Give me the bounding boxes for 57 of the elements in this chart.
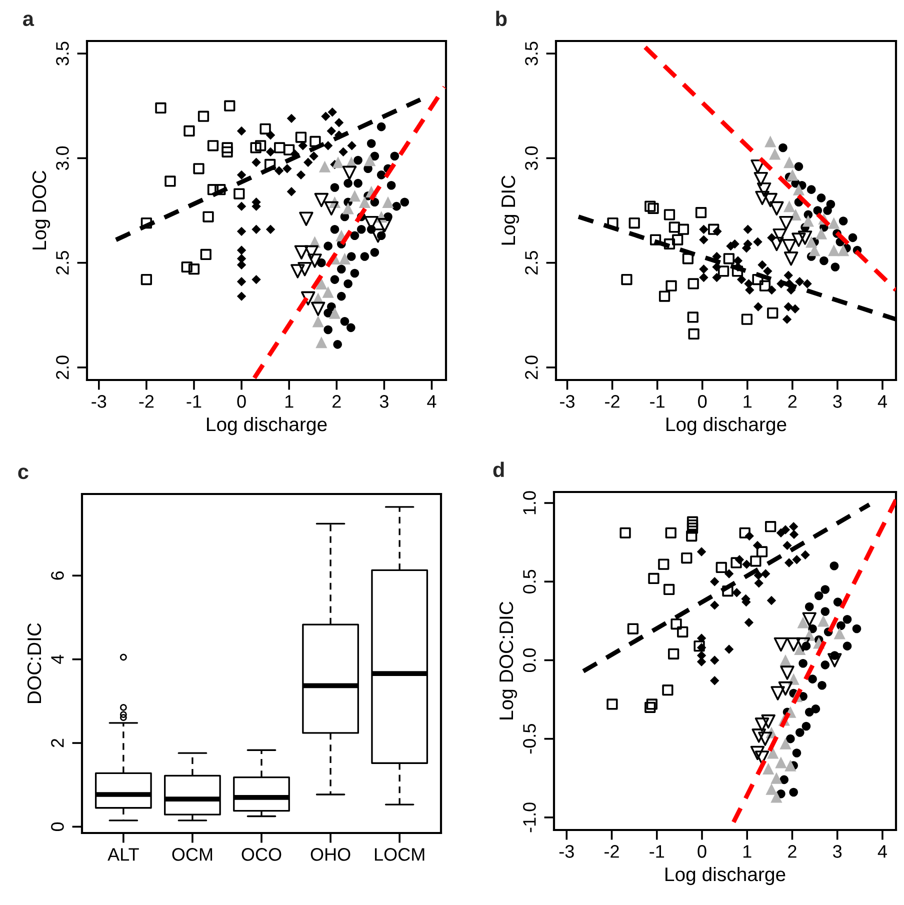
y-axis-title: DOC:DIC [27,623,42,703]
y-tick-label: 1.0 [523,491,536,514]
x-tick-label: -1 [650,395,664,408]
x-tick-label: 0 [698,845,706,858]
x-tick-label: 4 [878,395,887,408]
chart-title: d [493,462,504,478]
y-tick-label: 2 [51,738,64,748]
chart-title: c [18,468,28,480]
x-tick-label: 3 [380,395,388,408]
x-tick-label: OCO [242,848,282,861]
x-tick-label: OCM [172,848,212,861]
y-tick-label: 2.5 [56,251,69,274]
y-tick-label: 2.0 [525,356,538,380]
x-tick-label: 0 [698,395,707,408]
y-tick-label: 3.5 [56,42,69,66]
y-tick-label: -1.0 [523,802,536,832]
x-tick-label: 4 [878,845,887,858]
y-tick-label: -0.5 [523,724,536,754]
x-tick-label: OHO [310,848,350,861]
y-axis-title: Log DIC [501,176,520,245]
x-tick-label: -1 [650,845,664,858]
x-tick-label: 2 [788,845,796,858]
y-axis-title: Log DOC:DIC [499,602,518,720]
x-tick-label: 4 [427,395,436,408]
y-tick-label: 0 [51,822,64,832]
y-tick-label: 3.0 [525,146,538,170]
x-tick-label: 3 [833,395,842,408]
x-tick-label: -2 [605,395,620,408]
y-tick-label: 3.0 [56,146,69,170]
x-tick-label: -3 [559,845,574,858]
y-tick-label: 2.0 [56,356,69,380]
y-tick-label: 6 [51,571,64,580]
chart-title: b [496,10,507,26]
chart-title: a [22,14,34,26]
x-tick-label: 2 [788,395,797,408]
x-axis-title: Log discharge [666,866,786,886]
x-tick-label: 3 [833,845,842,858]
x-axis-title: Log discharge [207,416,327,436]
x-tick-label: -3 [92,395,106,408]
x-tick-label: 1 [743,845,752,858]
x-tick-label: ALT [108,848,139,861]
y-tick-label: 2.5 [525,251,538,274]
x-tick-label: -1 [186,395,202,408]
x-tick-label: -3 [560,395,574,408]
y-tick-label: 3.5 [525,42,538,66]
x-tick-label: 2 [332,395,341,408]
x-tick-label: -2 [604,845,619,858]
y-tick-label: 0.0 [523,648,536,672]
x-tick-label: LOCM [374,848,424,861]
x-tick-label: -2 [139,395,154,408]
x-axis-title: Log discharge [666,416,786,436]
y-tick-label: 0.5 [523,570,536,594]
y-axis-title: Log DOC [32,170,50,250]
y-tick-label: 4 [51,654,64,664]
x-tick-label: 1 [744,395,752,408]
x-tick-label: 1 [285,395,294,408]
x-tick-label: 0 [237,395,246,408]
